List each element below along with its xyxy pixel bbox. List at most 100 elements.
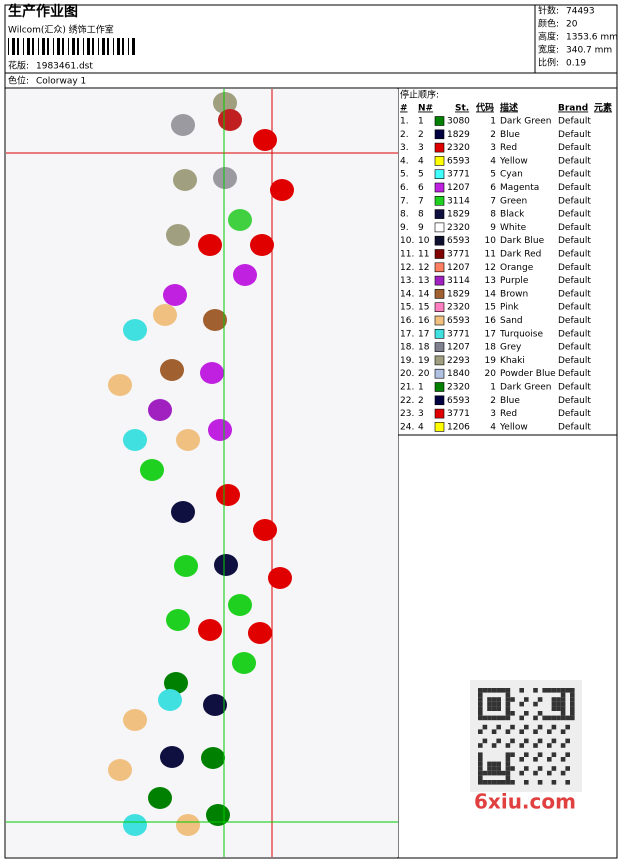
needle: 6: [418, 183, 424, 193]
row-number: 17.: [400, 329, 414, 339]
color-swatch: [434, 196, 445, 206]
qr-module: [487, 706, 492, 711]
column-header: Brand: [558, 104, 588, 114]
bar: [23, 38, 24, 55]
needle: 18: [418, 343, 430, 353]
qr-code: [470, 680, 582, 792]
bar: [12, 38, 15, 55]
qr-module: [510, 752, 515, 757]
brand: Default: [558, 329, 591, 339]
qr-module: [551, 688, 557, 693]
stitch-code: 3114: [447, 276, 470, 286]
description: Pink: [500, 303, 519, 313]
qr-module: [496, 697, 501, 702]
qr-module: [533, 701, 538, 707]
qr-module: [482, 780, 488, 785]
needle: 1: [418, 383, 424, 393]
qr-module: [524, 766, 529, 771]
motif: [253, 519, 277, 541]
qr-module: [496, 724, 501, 730]
needle: 13: [418, 276, 429, 286]
bar: [72, 38, 75, 55]
motif: [173, 169, 197, 191]
qr-module: [496, 766, 501, 771]
qr-module: [570, 701, 575, 707]
qr-module: [560, 757, 566, 762]
needle: 20: [418, 369, 430, 379]
motif: [253, 129, 277, 151]
bar: [113, 38, 114, 55]
qr-module: [491, 770, 497, 776]
qr-module: [570, 697, 575, 702]
needle: 5: [418, 170, 424, 180]
qr-module: [487, 780, 492, 785]
qr-module: [505, 775, 511, 780]
bar: [117, 38, 120, 55]
qr-module: [505, 729, 511, 734]
color-swatch: [434, 116, 445, 126]
qr-module: [478, 715, 483, 721]
bar: [53, 38, 54, 55]
qr-module: [524, 752, 529, 757]
subtitle: Wilcom(汇众) 绣饰工作室: [8, 24, 114, 36]
qr-module: [491, 701, 497, 707]
qr-module: [478, 770, 483, 776]
color-swatch: [434, 302, 445, 313]
code: 12: [485, 263, 496, 273]
info-label: 高度:: [538, 31, 559, 43]
row-number: 11.: [400, 250, 414, 260]
qr-module: [505, 692, 511, 698]
design-area: [6, 89, 398, 857]
motif: [174, 555, 198, 577]
qr-module: [482, 724, 488, 730]
qr-module: [478, 775, 483, 780]
motif: [160, 359, 184, 381]
row-number: 21.: [400, 383, 414, 393]
motif: [216, 484, 240, 506]
qr-module: [478, 757, 483, 762]
qr-module: [560, 688, 566, 693]
info-label: 颜色:: [538, 18, 559, 30]
description: Dark Green: [500, 117, 551, 127]
description: Yellow: [499, 422, 528, 432]
brand: Default: [558, 156, 591, 166]
description: Dark Blue: [500, 236, 545, 246]
qr-module: [533, 729, 538, 734]
description: Brown: [500, 289, 528, 299]
qr-module: [505, 697, 511, 702]
bar: [77, 38, 79, 55]
qr-module: [491, 688, 497, 693]
qr-module: [505, 761, 511, 767]
qr-module: [519, 729, 524, 734]
row-number: 12.: [400, 263, 414, 273]
bar: [87, 38, 90, 55]
color-swatch: [434, 355, 445, 366]
brand: Default: [558, 289, 591, 299]
code: 19: [485, 356, 497, 366]
qr-module: [565, 766, 570, 771]
code: 9: [490, 223, 496, 233]
qr-module: [560, 697, 566, 702]
info-value: 1353.6 mm: [566, 33, 618, 43]
qr-module: [491, 715, 497, 721]
motif: [164, 672, 188, 694]
motif: [123, 319, 147, 341]
brand: Default: [558, 210, 591, 220]
stitch-code: 1840: [447, 369, 470, 379]
bar: [38, 38, 39, 55]
qr-module: [533, 757, 538, 762]
qr-module: [519, 770, 524, 776]
row-number: 2.: [400, 130, 409, 140]
motif: [123, 709, 147, 731]
qr-module: [478, 780, 483, 785]
row-number: 8.: [400, 210, 409, 220]
motif: [201, 747, 225, 769]
motif: [148, 399, 172, 421]
qr-module: [556, 701, 561, 707]
code: 8: [490, 210, 496, 220]
color-swatch: [434, 249, 445, 259]
motif: [123, 429, 147, 451]
qr-module: [570, 711, 575, 716]
bar: [17, 38, 19, 55]
motif: [270, 179, 294, 201]
